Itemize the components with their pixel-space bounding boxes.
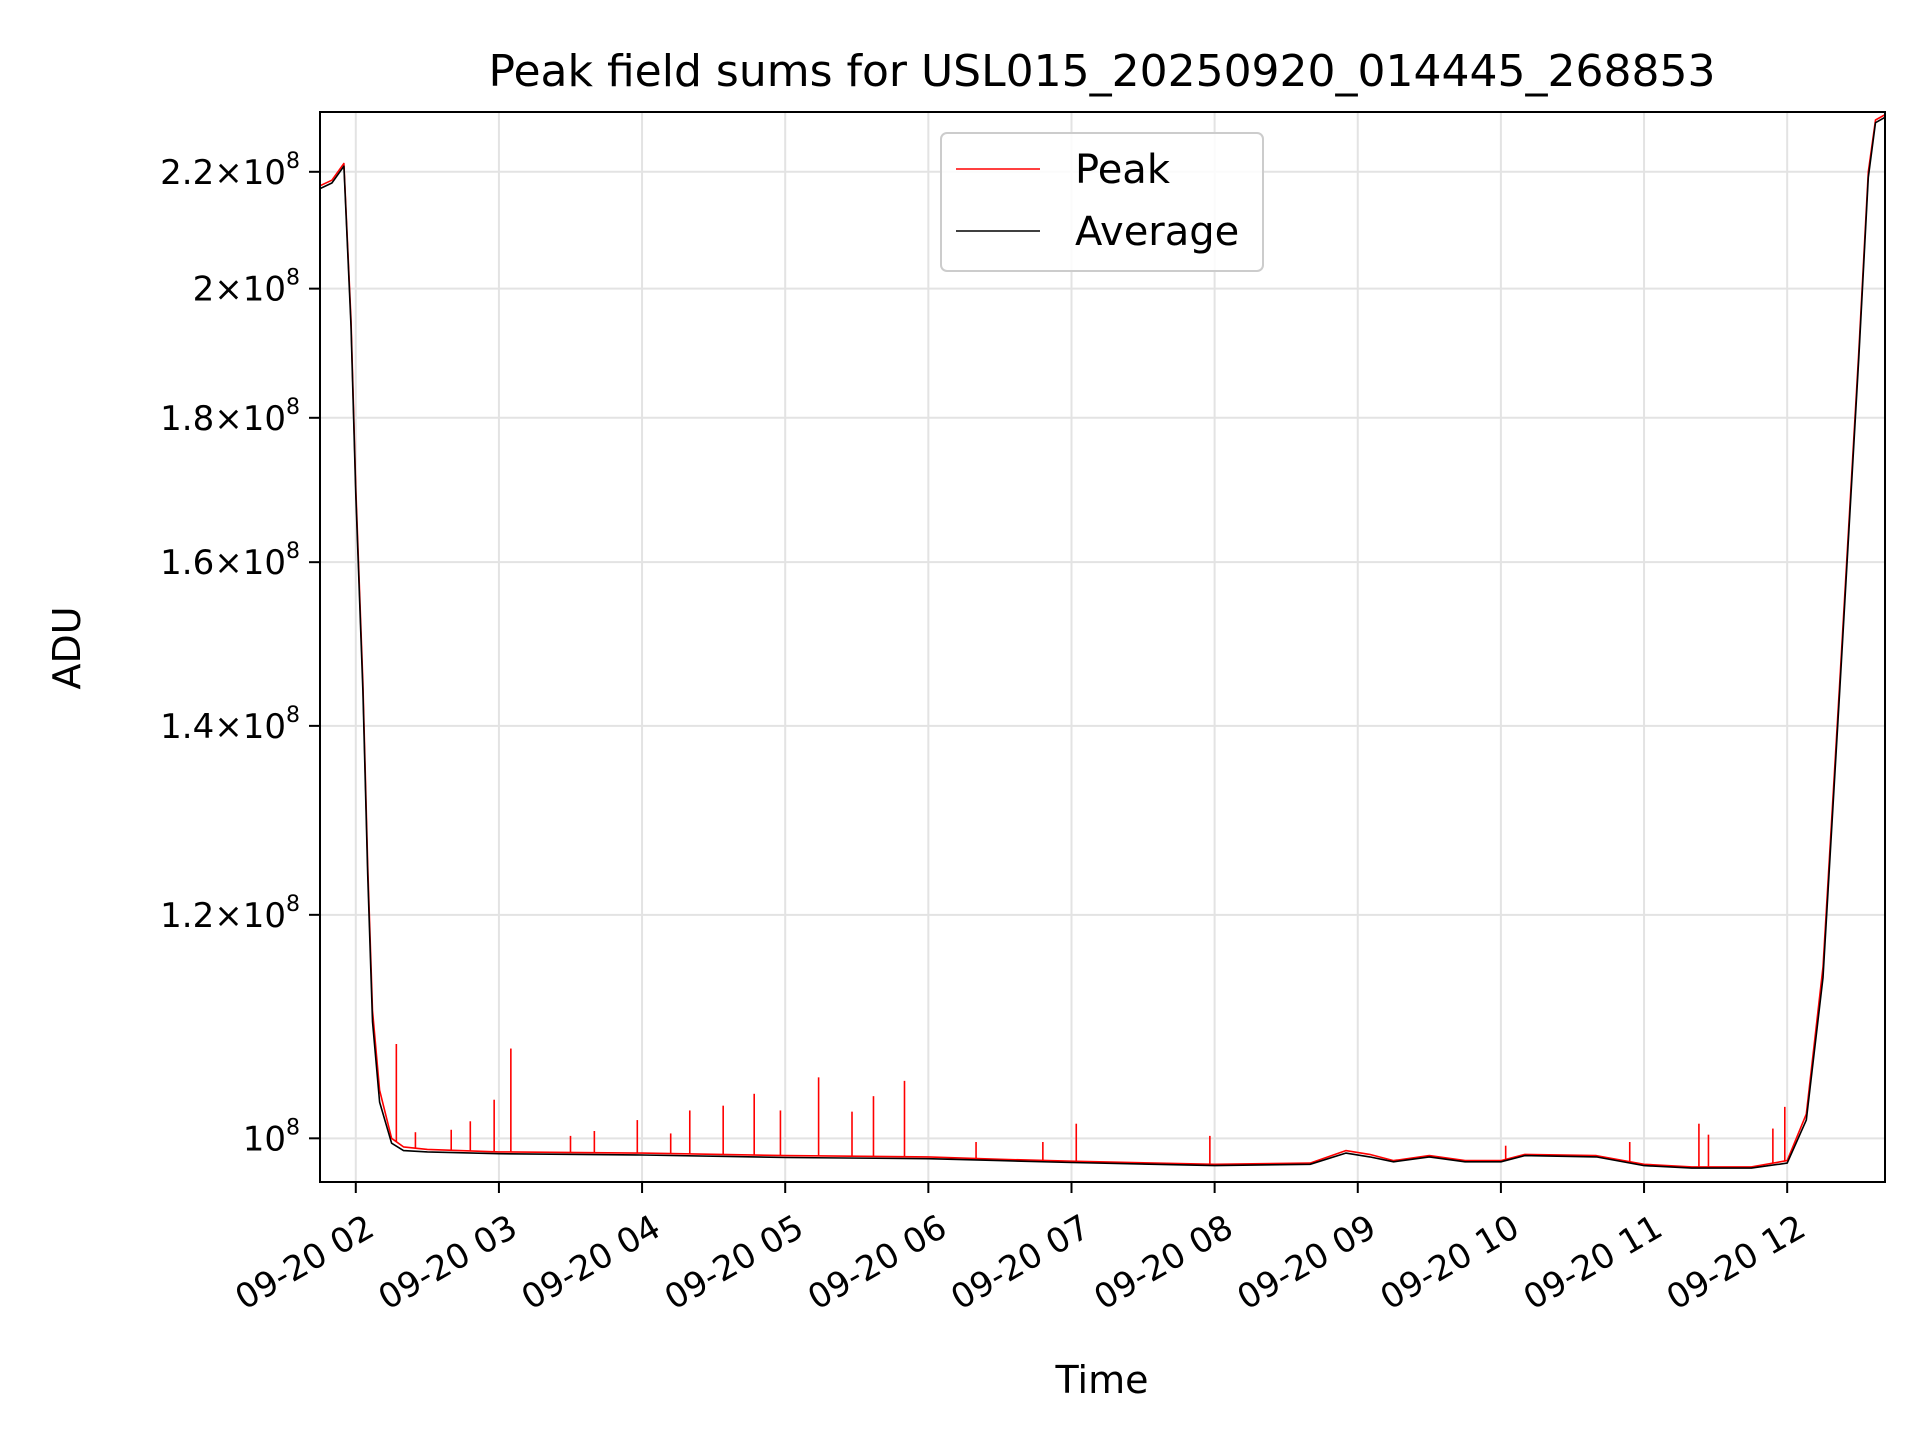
- y-tick-label: 1.6×108: [160, 539, 300, 583]
- chart-title: Peak field sums for USL015_20250920_0144…: [489, 46, 1716, 97]
- y-tick-label: 1.2×108: [160, 892, 300, 936]
- y-tick-label: 1.4×108: [160, 703, 300, 747]
- y-tick-label: 1.8×108: [160, 395, 300, 439]
- plot-frame: [319, 111, 1886, 1183]
- y-tick-label: 108: [243, 1115, 300, 1159]
- plot-area: [320, 114, 1885, 1169]
- legend-box: [940, 132, 1264, 272]
- legend-peak-label: Peak: [1075, 147, 1171, 193]
- series-line-average: [320, 116, 1885, 1169]
- x-axis-label: Time: [1055, 1358, 1149, 1402]
- y-tick-label: 2.2×108: [160, 149, 300, 193]
- grid: [320, 112, 1885, 1182]
- legend-average-label: Average: [1075, 209, 1239, 255]
- legend: Peak Average: [940, 132, 1264, 272]
- y-axis: 108 1.2×108 1.4×108 1.6×108 1.8×108 2×108 2.2×…: [160, 149, 320, 1159]
- y-tick-label: 2×108: [193, 266, 300, 310]
- y-axis-label: ADU: [45, 606, 89, 689]
